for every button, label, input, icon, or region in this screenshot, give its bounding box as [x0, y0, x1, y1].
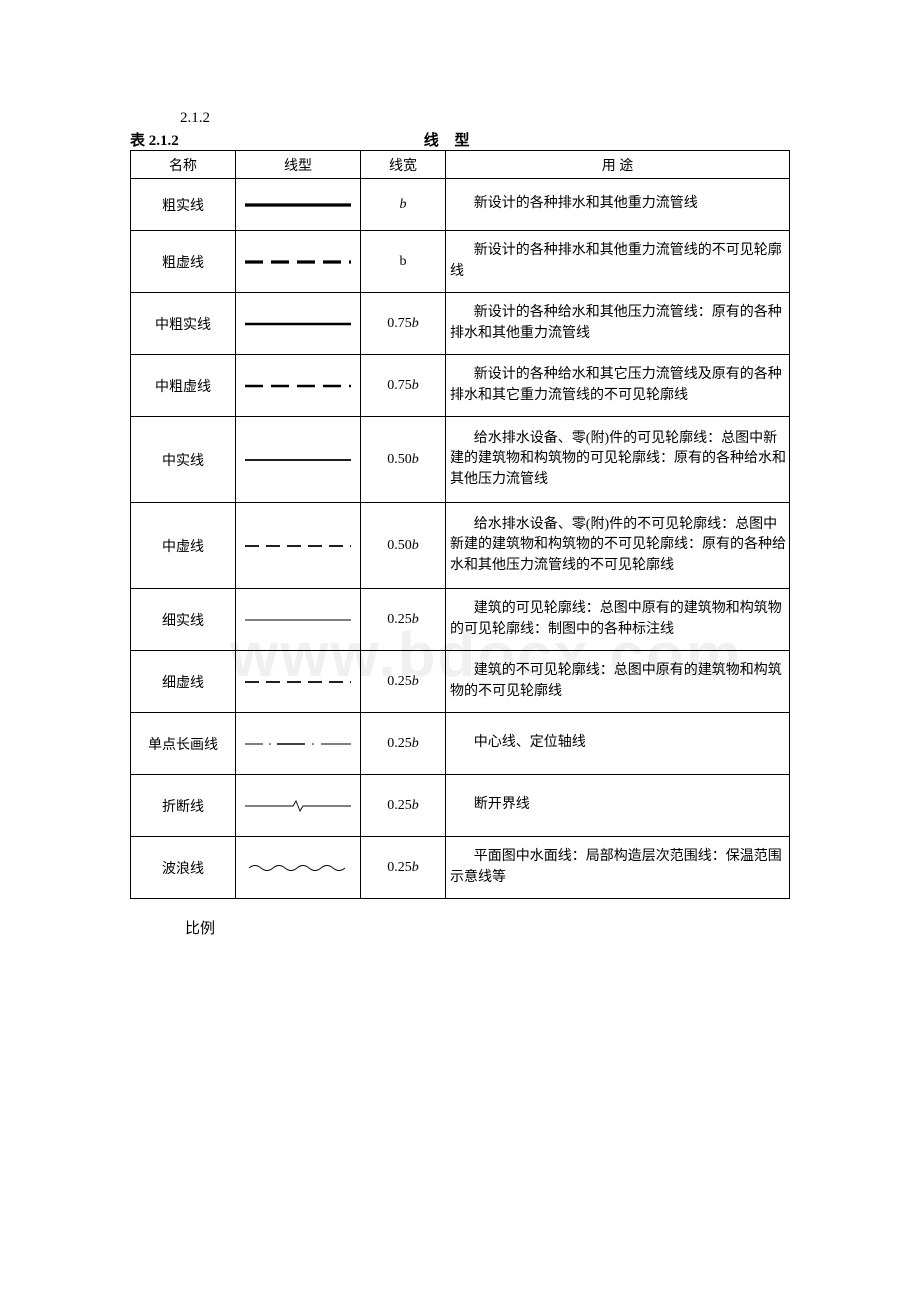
line-use: 新设计的各种给水和其他压力流管线：原有的各种排水和其他重力流管线: [446, 293, 790, 355]
line-width: b: [361, 231, 446, 293]
line-use: 给水排水设备、零(附)件的可见轮廓线：总图中新建的建筑物和构筑物的可见轮廓线：原…: [446, 417, 790, 503]
table-row: 波浪线 0.25b平面图中水面线：局部构造层次范围线：保温范围示意线等: [131, 837, 790, 899]
line-use: 新设计的各种给水和其它压力流管线及原有的各种排水和其它重力流管线的不可见轮廓线: [446, 355, 790, 417]
line-name: 中实线: [131, 417, 236, 503]
table-row: 细实线 0.25b建筑的可见轮廓线：总图中原有的建筑物和构筑物的可见轮廓线：制图中…: [131, 589, 790, 651]
col-header-use: 用 途: [446, 151, 790, 179]
line-name: 中虚线: [131, 503, 236, 589]
line-use: 建筑的不可见轮廓线：总图中原有的建筑物和构筑物的不可见轮廓线: [446, 651, 790, 713]
line-type-table: 名称 线型 线宽 用 途 粗实线b新设计的各种排水和其他重力流管线粗虚线b新设计…: [130, 150, 790, 899]
line-name: 粗虚线: [131, 231, 236, 293]
line-name: 折断线: [131, 775, 236, 837]
line-use: 断开界线: [446, 775, 790, 837]
line-use: 平面图中水面线：局部构造层次范围线：保温范围示意线等: [446, 837, 790, 899]
table-row: 细虚线 0.25b建筑的不可见轮廓线：总图中原有的建筑物和构筑物的不可见轮廓线: [131, 651, 790, 713]
line-name: 波浪线: [131, 837, 236, 899]
line-type-icon: [236, 355, 361, 417]
line-type-icon: [236, 651, 361, 713]
line-width: 0.25b: [361, 589, 446, 651]
line-width: 0.25b: [361, 775, 446, 837]
line-type-icon: [236, 713, 361, 775]
line-name: 中粗虚线: [131, 355, 236, 417]
line-use: 给水排水设备、零(附)件的不可见轮廓线：总图中新建的建筑物和构筑物的不可见轮廓线…: [446, 503, 790, 589]
footer-label: 比例: [185, 917, 790, 938]
line-type-icon: [236, 179, 361, 231]
line-width: 0.25b: [361, 713, 446, 775]
table-label: 表 2.1.2: [130, 129, 179, 150]
table-header-line: 表 2.1.2 线 型: [130, 129, 790, 150]
line-width: 0.75b: [361, 355, 446, 417]
line-name: 粗实线: [131, 179, 236, 231]
line-type-icon: [236, 417, 361, 503]
line-type-icon: [236, 231, 361, 293]
line-type-icon: [236, 775, 361, 837]
section-number: 2.1.2: [180, 110, 790, 127]
table-title: 线 型: [424, 129, 476, 150]
line-type-icon: [236, 589, 361, 651]
table-row: 中虚线 0.50b给水排水设备、零(附)件的不可见轮廓线：总图中新建的建筑物和构筑…: [131, 503, 790, 589]
table-row: 单点长画线 0.25b中心线、定位轴线: [131, 713, 790, 775]
line-width: 0.50b: [361, 503, 446, 589]
line-width: 0.75b: [361, 293, 446, 355]
line-type-icon: [236, 503, 361, 589]
line-name: 单点长画线: [131, 713, 236, 775]
col-header-name: 名称: [131, 151, 236, 179]
line-width: b: [361, 179, 446, 231]
line-name: 中粗实线: [131, 293, 236, 355]
table-row: 折断线 0.25b断开界线: [131, 775, 790, 837]
table-row: 中粗虚线 0.75b新设计的各种给水和其它压力流管线及原有的各种排水和其它重力流管…: [131, 355, 790, 417]
col-header-width: 线宽: [361, 151, 446, 179]
line-width: 0.25b: [361, 837, 446, 899]
line-name: 细实线: [131, 589, 236, 651]
line-name: 细虚线: [131, 651, 236, 713]
table-row: 中实线 0.50b给水排水设备、零(附)件的可见轮廓线：总图中新建的建筑物和构筑物…: [131, 417, 790, 503]
line-width: 0.50b: [361, 417, 446, 503]
table-row: 粗实线 b新设计的各种排水和其他重力流管线: [131, 179, 790, 231]
table-row: 粗虚线 b新设计的各种排水和其他重力流管线的不可见轮廓线: [131, 231, 790, 293]
line-use: 中心线、定位轴线: [446, 713, 790, 775]
table-row: 中粗实线 0.75b新设计的各种给水和其他压力流管线：原有的各种排水和其他重力流管…: [131, 293, 790, 355]
col-header-type: 线型: [236, 151, 361, 179]
line-use: 建筑的可见轮廓线：总图中原有的建筑物和构筑物的可见轮廓线：制图中的各种标注线: [446, 589, 790, 651]
line-use: 新设计的各种排水和其他重力流管线的不可见轮廓线: [446, 231, 790, 293]
line-type-icon: [236, 837, 361, 899]
line-use: 新设计的各种排水和其他重力流管线: [446, 179, 790, 231]
line-type-icon: [236, 293, 361, 355]
table-header-row: 名称 线型 线宽 用 途: [131, 151, 790, 179]
line-width: 0.25b: [361, 651, 446, 713]
